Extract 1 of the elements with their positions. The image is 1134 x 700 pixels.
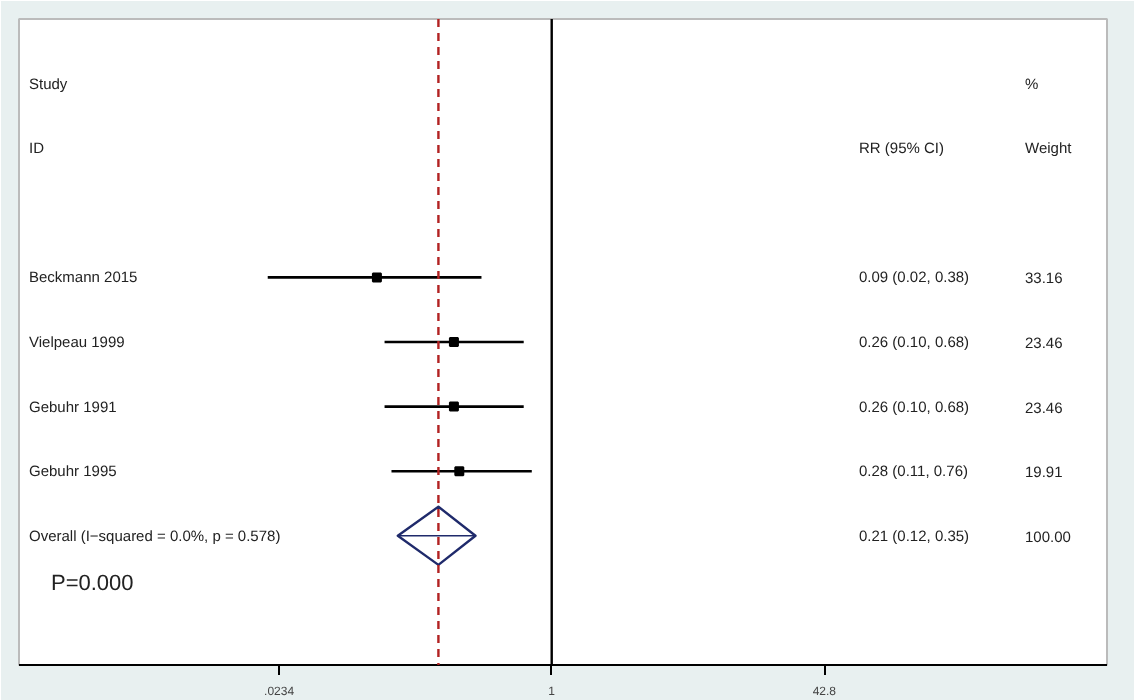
- annotation: P=0.000: [51, 572, 134, 597]
